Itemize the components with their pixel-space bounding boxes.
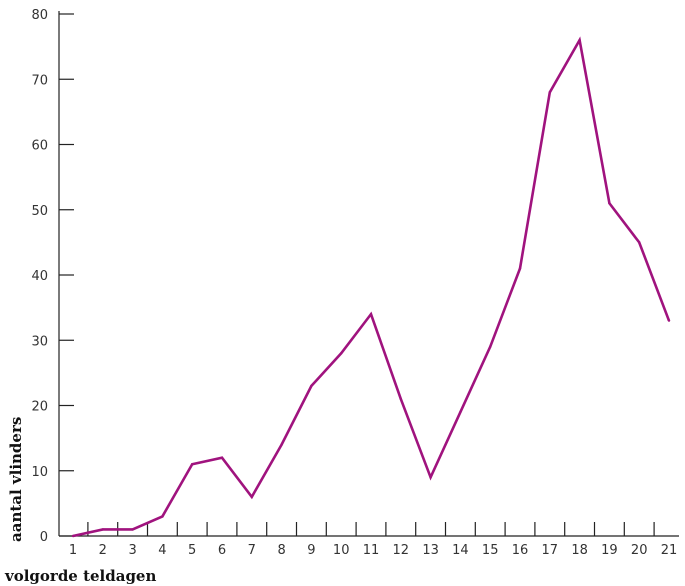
- series-line: [72, 36, 671, 538]
- data-point: [280, 443, 283, 446]
- y-axis-title: aantal vlinders: [7, 417, 25, 542]
- x-tick-label: 9: [307, 543, 315, 558]
- data-point: [429, 476, 432, 479]
- y-tick-label: 60: [31, 139, 48, 154]
- x-tick-label: 16: [512, 543, 529, 558]
- data-point: [340, 352, 343, 355]
- y-tick-label: 10: [31, 465, 48, 480]
- x-tick-label: 20: [631, 543, 648, 558]
- data-point: [220, 456, 224, 459]
- x-tick-label: 12: [393, 543, 410, 558]
- data-point: [578, 38, 581, 42]
- x-tick-label: 17: [542, 543, 559, 558]
- series-group: [71, 36, 671, 538]
- x-tick-label: 18: [571, 543, 588, 558]
- data-point: [459, 410, 462, 414]
- x-tick-label: 4: [158, 543, 166, 558]
- x-tick-label: 7: [248, 543, 256, 558]
- x-ticks: 1 2 3 4 5 6 7 8 9 10 11 12 13 14 15 16 17 18 19 20 21: [69, 522, 677, 558]
- y-tick-label: 70: [31, 73, 48, 88]
- y-tick-label: 20: [31, 400, 48, 415]
- data-point: [399, 397, 402, 401]
- data-point: [369, 312, 373, 316]
- x-tick-label: 2: [99, 543, 107, 558]
- x-tick-label: 6: [218, 543, 226, 558]
- data-point: [548, 91, 551, 94]
- x-tick-label: 11: [363, 543, 380, 558]
- x-tick-label: 3: [128, 543, 136, 558]
- x-tick-label: 8: [277, 543, 285, 558]
- x-tick-label: 1: [69, 543, 77, 558]
- x-tick-label: 15: [482, 543, 499, 558]
- x-tick-label: 19: [601, 543, 618, 558]
- y-tick-label: 40: [31, 269, 48, 284]
- y-tick-label: 30: [31, 334, 48, 349]
- data-point: [161, 515, 164, 518]
- y-tick-label: 80: [31, 8, 48, 23]
- x-tick-label: 10: [333, 543, 350, 558]
- y-ticks: 0 10 20 30 40 50 60 70 80: [31, 8, 74, 545]
- data-point: [131, 528, 134, 531]
- data-point: [608, 202, 611, 205]
- y-tick-label: 50: [31, 204, 48, 219]
- x-tick-label: 14: [452, 543, 469, 558]
- data-point: [518, 267, 522, 270]
- data-point: [191, 463, 194, 466]
- data-point: [489, 345, 492, 348]
- data-point: [101, 528, 105, 531]
- data-point: [638, 241, 641, 244]
- data-point: [310, 384, 313, 388]
- data-point: [667, 319, 671, 322]
- data-point: [250, 495, 253, 499]
- y-tick-label: 0: [40, 530, 48, 545]
- x-tick-label: 21: [661, 543, 678, 558]
- x-tick-label: 13: [422, 543, 439, 558]
- x-axis-title: volgorde teldagen: [4, 567, 156, 585]
- x-tick-label: 5: [188, 543, 196, 558]
- data-point: [71, 534, 75, 538]
